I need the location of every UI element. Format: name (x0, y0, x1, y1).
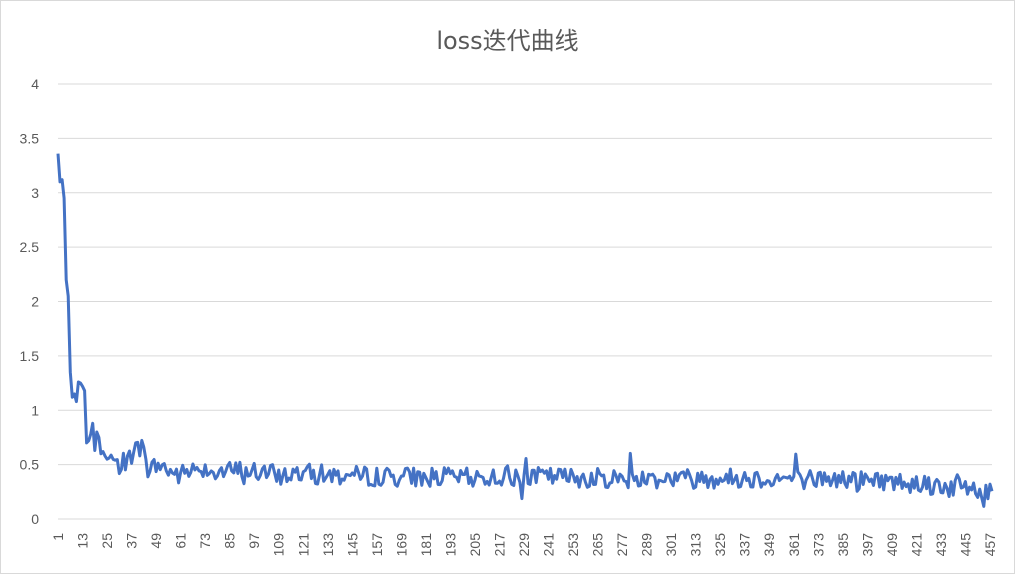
x-tick-label: 229 (516, 533, 532, 557)
x-tick-label: 409 (884, 533, 900, 557)
y-tick-label: 3.5 (20, 130, 40, 146)
x-tick-label: 325 (712, 533, 728, 557)
x-tick-label: 445 (957, 533, 973, 557)
x-tick-label: 337 (737, 533, 753, 557)
x-tick-label: 397 (859, 533, 875, 557)
y-tick-label: 2 (31, 294, 39, 310)
x-tick-label: 169 (393, 533, 409, 557)
y-tick-label: 1 (31, 402, 39, 418)
x-tick-label: 313 (688, 533, 704, 557)
x-tick-label: 421 (908, 533, 924, 557)
y-tick-label: 1.5 (20, 348, 40, 364)
x-tick-label: 265 (590, 533, 606, 557)
x-tick-label: 25 (99, 533, 115, 549)
loss-series-line (56, 153, 994, 508)
x-tick-label: 61 (173, 533, 189, 549)
x-tick-label: 217 (491, 533, 507, 557)
chart-title: loss迭代曲线 (436, 27, 579, 55)
x-tick-label: 73 (197, 533, 213, 549)
y-tick-label: 3 (31, 185, 39, 201)
x-tick-label: 181 (418, 533, 434, 557)
x-tick-label: 385 (835, 533, 851, 557)
x-tick-label: 157 (369, 533, 385, 557)
x-tick-label: 289 (639, 533, 655, 557)
x-tick-label: 109 (271, 533, 287, 557)
x-tick-label: 49 (148, 533, 164, 549)
x-tick-label: 373 (810, 533, 826, 557)
x-tick-label: 193 (442, 533, 458, 557)
y-tick-label: 2.5 (20, 239, 40, 255)
x-tick-label: 1 (50, 533, 66, 541)
x-tick-label: 133 (320, 533, 336, 557)
x-tick-label: 433 (933, 533, 949, 557)
x-tick-label: 361 (786, 533, 802, 557)
x-tick-label: 457 (982, 533, 998, 557)
y-tick-label: 0.5 (20, 457, 40, 473)
x-tick-label: 241 (541, 533, 557, 557)
x-tick-label: 97 (246, 533, 262, 549)
x-tick-label: 205 (467, 533, 483, 557)
x-tick-label: 277 (614, 533, 630, 557)
y-tick-label: 0 (31, 511, 39, 527)
x-tick-label: 349 (761, 533, 777, 557)
y-tick-label: 4 (31, 76, 39, 92)
x-tick-label: 253 (565, 533, 581, 557)
x-tick-label: 121 (295, 533, 311, 557)
x-tick-label: 145 (344, 533, 360, 557)
x-tick-label: 37 (124, 533, 140, 549)
x-tick-label: 301 (663, 533, 679, 557)
x-tick-label: 85 (222, 533, 238, 549)
x-tick-label: 13 (75, 533, 91, 549)
